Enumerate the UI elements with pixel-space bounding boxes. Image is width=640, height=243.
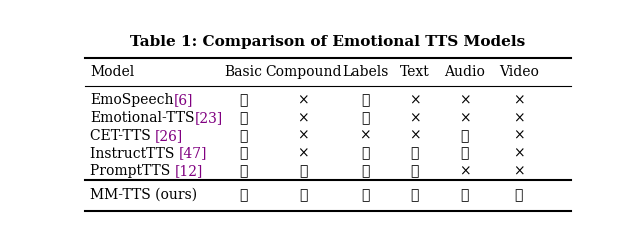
Text: ×: × bbox=[409, 111, 420, 125]
Text: Text: Text bbox=[400, 65, 429, 79]
Text: ✓: ✓ bbox=[239, 111, 248, 125]
Text: ×: × bbox=[513, 147, 525, 161]
Text: ✓: ✓ bbox=[411, 164, 419, 178]
Text: ✓: ✓ bbox=[460, 129, 468, 143]
Text: ×: × bbox=[298, 129, 309, 143]
Text: ×: × bbox=[459, 93, 470, 107]
Text: ×: × bbox=[298, 147, 309, 161]
Text: ✓: ✓ bbox=[411, 188, 419, 202]
Text: ✓: ✓ bbox=[299, 164, 307, 178]
Text: ×: × bbox=[459, 164, 470, 178]
Text: PromptTTS: PromptTTS bbox=[90, 164, 175, 178]
Text: ×: × bbox=[298, 93, 309, 107]
Text: CET-TTS: CET-TTS bbox=[90, 129, 155, 143]
Text: Model: Model bbox=[90, 65, 134, 79]
Text: ✓: ✓ bbox=[361, 93, 369, 107]
Text: [6]: [6] bbox=[173, 93, 193, 107]
Text: Video: Video bbox=[499, 65, 539, 79]
Text: ✓: ✓ bbox=[239, 93, 248, 107]
Text: ✓: ✓ bbox=[361, 188, 369, 202]
Text: [12]: [12] bbox=[175, 164, 203, 178]
Text: ✓: ✓ bbox=[361, 164, 369, 178]
Text: ×: × bbox=[513, 164, 525, 178]
Text: ×: × bbox=[459, 111, 470, 125]
Text: ×: × bbox=[513, 129, 525, 143]
Text: ✓: ✓ bbox=[515, 188, 523, 202]
Text: ✓: ✓ bbox=[361, 111, 369, 125]
Text: ✓: ✓ bbox=[460, 188, 468, 202]
Text: ✓: ✓ bbox=[299, 188, 307, 202]
Text: ✓: ✓ bbox=[460, 147, 468, 161]
Text: ×: × bbox=[409, 93, 420, 107]
Text: ✓: ✓ bbox=[411, 147, 419, 161]
Text: Basic: Basic bbox=[225, 65, 262, 79]
Text: EmoSpeech: EmoSpeech bbox=[90, 93, 173, 107]
Text: Table 1: Comparison of Emotional TTS Models: Table 1: Comparison of Emotional TTS Mod… bbox=[131, 35, 525, 49]
Text: [47]: [47] bbox=[179, 147, 207, 161]
Text: Labels: Labels bbox=[342, 65, 388, 79]
Text: [23]: [23] bbox=[195, 111, 223, 125]
Text: ×: × bbox=[513, 93, 525, 107]
Text: ✓: ✓ bbox=[239, 147, 248, 161]
Text: ✓: ✓ bbox=[239, 164, 248, 178]
Text: ×: × bbox=[298, 111, 309, 125]
Text: [26]: [26] bbox=[155, 129, 183, 143]
Text: Emotional-TTS: Emotional-TTS bbox=[90, 111, 195, 125]
Text: ✓: ✓ bbox=[361, 147, 369, 161]
Text: Audio: Audio bbox=[444, 65, 485, 79]
Text: MM-TTS (ours): MM-TTS (ours) bbox=[90, 188, 197, 202]
Text: ✓: ✓ bbox=[239, 129, 248, 143]
Text: ✓: ✓ bbox=[239, 188, 248, 202]
Text: ×: × bbox=[513, 111, 525, 125]
Text: ×: × bbox=[360, 129, 371, 143]
Text: ×: × bbox=[409, 129, 420, 143]
Text: Compound: Compound bbox=[265, 65, 342, 79]
Text: InstructTTS: InstructTTS bbox=[90, 147, 179, 161]
